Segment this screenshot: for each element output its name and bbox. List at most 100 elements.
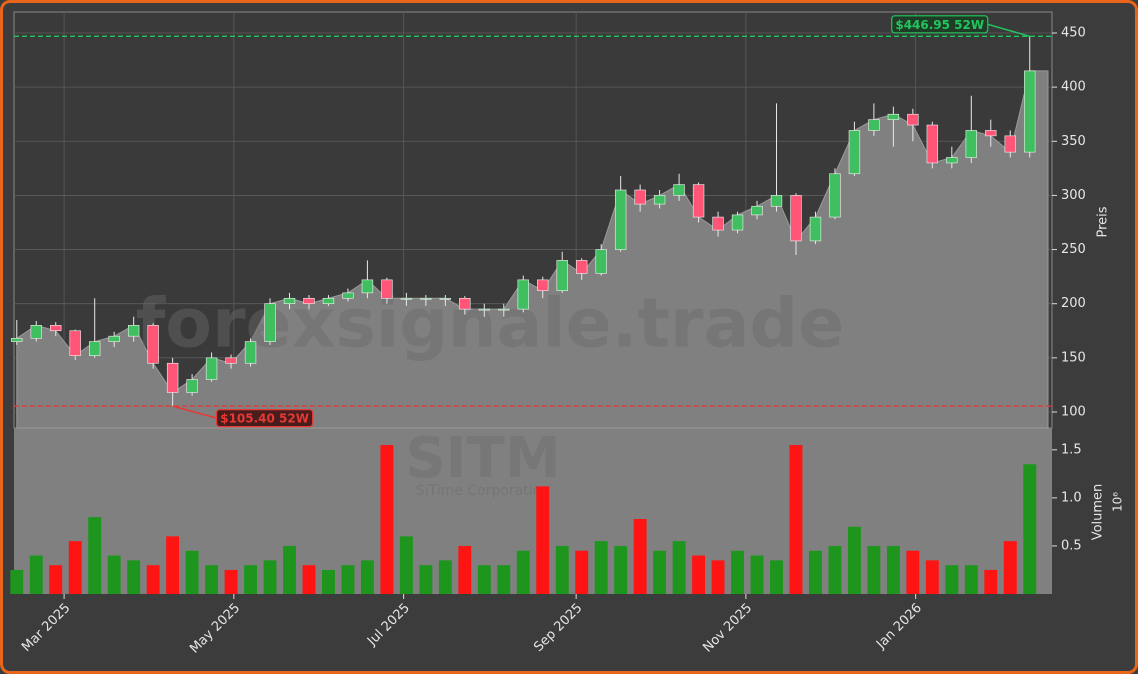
- annotation-label: $446.95 52W: [895, 18, 984, 32]
- annotation-label: $105.40 52W: [220, 412, 309, 426]
- y-tick-label: 350: [1061, 134, 1086, 149]
- candle-body: [634, 189, 646, 205]
- candle-body: [576, 260, 588, 274]
- candle-body: [400, 297, 413, 300]
- volume-bar: [750, 555, 764, 594]
- x-tick-label: May 2025: [187, 601, 243, 657]
- volume-bar: [828, 545, 842, 594]
- candle-body: [926, 124, 939, 164]
- volume-bar: [263, 560, 277, 594]
- volume-bar: [419, 565, 433, 594]
- volume-bar: [536, 486, 550, 594]
- candle-body: [790, 195, 802, 242]
- candle-body: [595, 249, 607, 274]
- volume-bar: [302, 565, 316, 594]
- volume-bar: [283, 545, 296, 594]
- x-tick-label: Jan 2026: [873, 601, 925, 653]
- volume-bar: [205, 565, 219, 594]
- volume-bar: [984, 569, 998, 594]
- marks: $446.95 52W $105.40 52W: [10, 15, 1052, 594]
- candle-body: [498, 308, 510, 311]
- candle-body: [30, 325, 42, 339]
- volume-bar: [614, 545, 628, 594]
- symbol-watermark: SITM: [405, 426, 560, 491]
- candle-body: [965, 130, 977, 158]
- volume-bar: [146, 565, 160, 594]
- candle-body: [147, 325, 159, 364]
- candle-body: [303, 297, 315, 304]
- annotation-box: [216, 409, 314, 428]
- candle-body: [751, 205, 763, 216]
- volume-bar: [808, 550, 822, 594]
- candle-body: [809, 216, 822, 242]
- y-tick-label: 150: [1061, 350, 1086, 365]
- candle-body: [205, 357, 218, 380]
- volume-bar: [341, 565, 355, 594]
- volume-bar: [10, 569, 24, 594]
- candle-body: [692, 184, 705, 218]
- volume-y-tick-label: 0.5: [1061, 538, 1082, 553]
- y-tick-label: 250: [1061, 242, 1086, 257]
- volume-bar: [321, 569, 335, 594]
- candle-body: [829, 173, 841, 218]
- y-axis-label: Preis: [1096, 206, 1111, 237]
- candle-body: [361, 279, 374, 294]
- candle-body: [985, 130, 997, 137]
- annotation-arrow: [987, 23, 1030, 38]
- volume-bar: [770, 560, 783, 594]
- candle-body: [907, 113, 919, 126]
- candle-body: [50, 325, 62, 332]
- y-tick-label: 450: [1061, 26, 1086, 41]
- candle-body: [381, 279, 393, 299]
- volume-bar: [380, 445, 394, 594]
- volume-bar: [1023, 464, 1037, 594]
- candle-body: [478, 308, 490, 311]
- company-watermark: SiTime Corporation: [416, 483, 550, 499]
- volume-bar: [789, 445, 803, 594]
- volume-bar: [360, 560, 374, 594]
- candle-body: [264, 303, 276, 342]
- x-tick-label: Sep 2025: [531, 601, 585, 655]
- volume-bar: [438, 560, 452, 594]
- volume-bar: [847, 526, 861, 594]
- candle-body: [89, 341, 101, 356]
- volume-bar: [925, 560, 939, 594]
- x-tick-label: Mar 2025: [19, 601, 73, 655]
- annotation-box: [891, 15, 989, 34]
- volume-bar: [458, 545, 472, 594]
- volume-bar: [477, 565, 491, 594]
- x-tick-label: Nov 2025: [700, 601, 755, 656]
- volume-scale-label: 10⁶: [1111, 492, 1125, 512]
- volume-bar: [575, 550, 589, 594]
- candle-body: [225, 357, 237, 364]
- candle-body: [322, 297, 335, 304]
- volume-bar: [49, 565, 63, 594]
- volume-bar: [555, 545, 569, 594]
- watermark: forexsignale.trade: [136, 285, 845, 364]
- candle-body: [848, 130, 861, 175]
- volume-bar: [594, 541, 608, 594]
- volume-y-tick-label: 1.0: [1061, 490, 1082, 505]
- volume-bar: [88, 517, 102, 594]
- candle-body: [186, 379, 198, 393]
- volume-bar: [244, 565, 258, 594]
- candle-body: [653, 195, 666, 205]
- candle-body: [673, 184, 685, 196]
- candle-body: [1024, 70, 1036, 153]
- volume-bar: [653, 550, 667, 594]
- volume-bar: [68, 541, 82, 594]
- volume-bar: [1003, 541, 1017, 594]
- volume-bar: [633, 519, 647, 594]
- volume-bar: [399, 536, 413, 594]
- candle-body: [127, 325, 140, 337]
- candle-body: [770, 195, 783, 207]
- candle-body: [244, 341, 257, 364]
- volume-bar: [945, 565, 959, 594]
- volume-bar: [731, 550, 745, 594]
- y-tick-label: 400: [1061, 80, 1086, 95]
- candle-body: [712, 216, 724, 231]
- volume-bar: [964, 565, 978, 594]
- candle-body: [11, 338, 23, 342]
- y-tick-label: 300: [1061, 188, 1086, 203]
